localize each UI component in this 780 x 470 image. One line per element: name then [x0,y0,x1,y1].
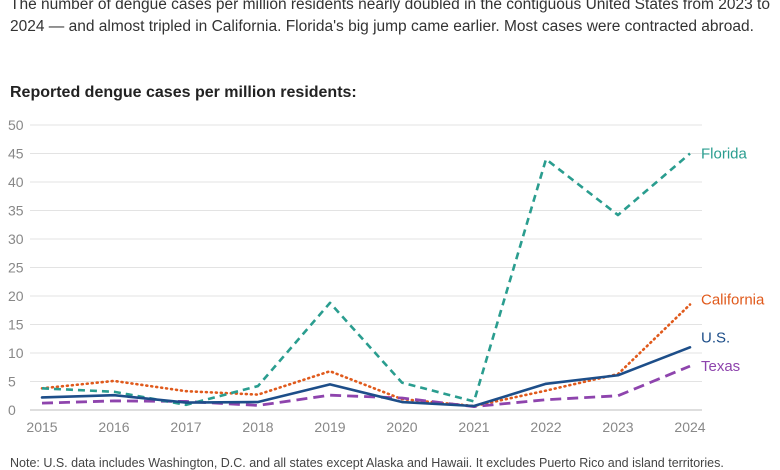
y-tick-label: 0 [8,402,16,418]
intro-text: The number of dengue cases per million r… [10,0,770,35]
x-tick-label: 2018 [242,419,273,435]
x-tick-label: 2021 [458,419,489,435]
x-tick-label: 2019 [314,419,345,435]
y-tick-label: 10 [8,345,24,361]
series-lines [40,152,692,408]
chart-subtitle: Reported dengue cases per million reside… [10,84,357,101]
series-label-texas: Texas [701,358,740,375]
x-tick-label: 2015 [26,419,57,435]
y-tick-label: 45 [8,146,24,162]
x-tick-label: 2023 [602,419,633,435]
x-tick-label: 2017 [170,419,201,435]
y-tick-label: 40 [8,174,24,190]
x-tick-label: 2022 [530,419,561,435]
series-labels: Florida California U.S. Texas [701,146,765,376]
y-tick-label: 30 [8,231,24,247]
y-tick-label: 25 [8,260,24,276]
y-tick-label: 15 [8,317,24,333]
x-tick-label: 2020 [386,419,417,435]
x-tick-label: 2016 [98,419,129,435]
y-tick-label: 35 [8,203,24,219]
chart-note: Note: U.S. data includes Washington, D.C… [10,456,724,470]
series-label-california: California [701,292,765,309]
y-tick-label: 20 [8,288,24,304]
series-label-florida: Florida [701,146,748,163]
y-tick-label: 5 [8,374,16,390]
series-line-texas [41,364,691,408]
series-label-u-s: U.S. [701,329,730,346]
grid-layer [30,124,702,411]
series-line-california [40,303,692,408]
y-tick-labels: 0 5 10 15 20 25 30 35 40 45 50 [8,117,24,418]
series-line-u-s [40,345,692,408]
y-tick-label: 50 [8,117,24,133]
x-tick-labels: 2015 2016 2017 2018 2019 2020 2021 2022 2023 2024 [26,419,705,435]
series-line-florida [41,152,691,407]
x-tick-label: 2024 [674,419,705,435]
